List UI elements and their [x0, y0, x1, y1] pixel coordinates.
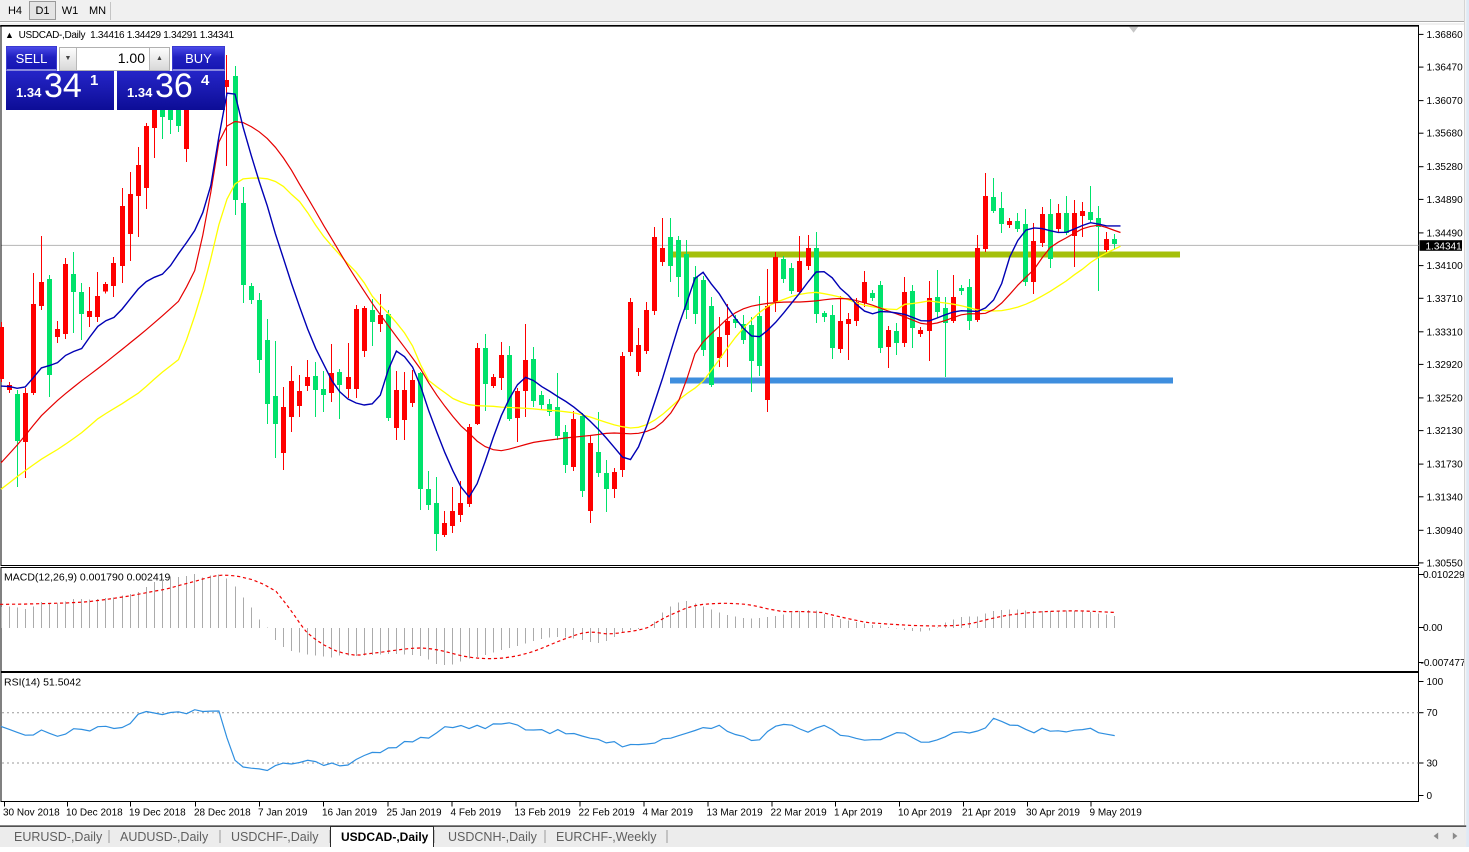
svg-text:1.31340: 1.31340 — [1427, 492, 1464, 503]
svg-text:0: 0 — [1427, 791, 1433, 802]
svg-text:30: 30 — [1427, 759, 1439, 770]
svg-text:28 Dec 2018: 28 Dec 2018 — [194, 808, 251, 819]
svg-text:1.34341: 1.34341 — [1426, 241, 1463, 252]
svg-text:19 Dec 2018: 19 Dec 2018 — [129, 808, 186, 819]
svg-text:RSI(14) 51.5042: RSI(14) 51.5042 — [4, 677, 81, 689]
svg-text:USDCNH-,Daily: USDCNH-,Daily — [448, 830, 538, 844]
svg-text:1.33310: 1.33310 — [1427, 327, 1464, 338]
svg-text:EURUSD-,Daily: EURUSD-,Daily — [14, 830, 103, 844]
svg-text:1.34890: 1.34890 — [1427, 195, 1464, 206]
svg-text:1.32920: 1.32920 — [1427, 360, 1464, 371]
svg-text:13 Mar 2019: 13 Mar 2019 — [707, 808, 764, 819]
svg-text:1.36470: 1.36470 — [1427, 63, 1464, 74]
svg-text:10 Apr 2019: 10 Apr 2019 — [898, 808, 952, 819]
svg-text:22 Feb 2019: 22 Feb 2019 — [579, 808, 636, 819]
svg-text:0.00: 0.00 — [1423, 623, 1443, 634]
svg-text:D1: D1 — [35, 5, 49, 17]
svg-text:4 Mar 2019: 4 Mar 2019 — [643, 808, 694, 819]
svg-text:1.34490: 1.34490 — [1427, 228, 1464, 239]
svg-text:-0.007477: -0.007477 — [1421, 658, 1466, 669]
svg-text:1.30550: 1.30550 — [1427, 558, 1464, 569]
svg-text:16 Jan 2019: 16 Jan 2019 — [322, 808, 377, 819]
svg-text:1.36070: 1.36070 — [1427, 96, 1464, 107]
svg-text:USDCHF-,Daily: USDCHF-,Daily — [231, 830, 319, 844]
svg-text:7 Jan 2019: 7 Jan 2019 — [258, 808, 308, 819]
svg-text:AUDUSD-,Daily: AUDUSD-,Daily — [120, 830, 209, 844]
svg-text:13 Feb 2019: 13 Feb 2019 — [515, 808, 572, 819]
svg-text:H4: H4 — [8, 5, 22, 17]
svg-text:1.34100: 1.34100 — [1427, 261, 1464, 272]
svg-text:1.31730: 1.31730 — [1427, 460, 1464, 471]
svg-text:0.010229: 0.010229 — [1423, 570, 1465, 581]
svg-text:1.33710: 1.33710 — [1427, 294, 1464, 305]
svg-text:MN: MN — [89, 5, 106, 17]
svg-text:9 May 2019: 9 May 2019 — [1090, 808, 1143, 819]
svg-text:70: 70 — [1427, 708, 1439, 719]
svg-text:100: 100 — [1427, 677, 1444, 688]
svg-text:21 Apr 2019: 21 Apr 2019 — [962, 808, 1016, 819]
svg-text:10 Dec 2018: 10 Dec 2018 — [66, 808, 123, 819]
svg-text:22 Mar 2019: 22 Mar 2019 — [771, 808, 828, 819]
svg-text:1.32130: 1.32130 — [1427, 426, 1464, 437]
svg-text:MACD(12,26,9) 0.001790 0.00241: MACD(12,26,9) 0.001790 0.002419 — [4, 572, 171, 584]
svg-text:30 Nov 2018: 30 Nov 2018 — [3, 808, 60, 819]
svg-text:1.36860: 1.36860 — [1427, 30, 1464, 41]
svg-text:1.35280: 1.35280 — [1427, 162, 1464, 173]
svg-text:4 Feb 2019: 4 Feb 2019 — [451, 808, 502, 819]
svg-text:25 Jan 2019: 25 Jan 2019 — [387, 808, 442, 819]
svg-text:30 Apr 2019: 30 Apr 2019 — [1026, 808, 1080, 819]
svg-text:1.30940: 1.30940 — [1427, 526, 1464, 537]
svg-text:EURCHF-,Weekly: EURCHF-,Weekly — [556, 830, 657, 844]
svg-text:W1: W1 — [62, 5, 79, 17]
svg-text:1.32520: 1.32520 — [1427, 393, 1464, 404]
svg-text:1 Apr 2019: 1 Apr 2019 — [834, 808, 883, 819]
svg-text:1.35680: 1.35680 — [1427, 129, 1464, 140]
svg-text:USDCAD-,Daily: USDCAD-,Daily — [341, 830, 429, 844]
